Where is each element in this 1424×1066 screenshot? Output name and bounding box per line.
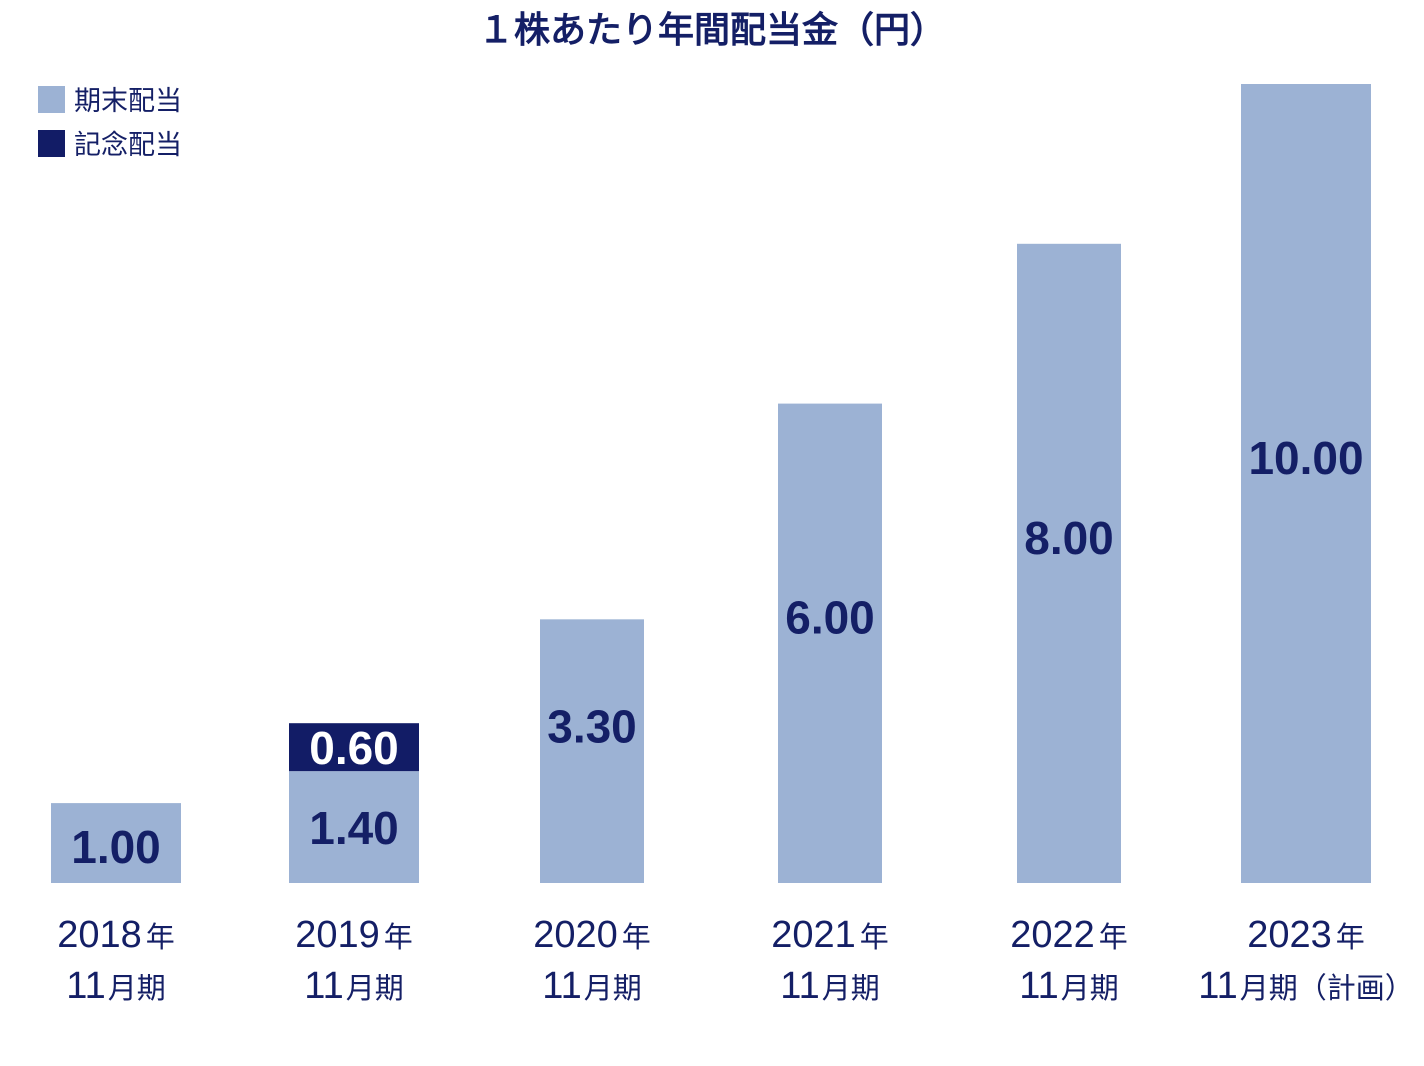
- x-tick-label-3-line1: 2021 年: [771, 914, 889, 956]
- x-tick-label-5-line2: 11月期（計画）: [1198, 965, 1413, 1007]
- bar-regular-3: [778, 403, 882, 883]
- x-tick-label-2-line2: 11月期: [542, 965, 641, 1007]
- value-label-regular-5: 10.00: [1248, 432, 1363, 484]
- value-label-regular-2: 3.30: [547, 700, 637, 752]
- bar-regular-1: [289, 771, 419, 883]
- bar-commemorative-1: [289, 723, 419, 772]
- legend-label-regular: 期末配当: [74, 86, 182, 117]
- legend-swatch-regular: [38, 86, 65, 113]
- x-tick-label-1-line1: 2019 年: [295, 914, 413, 956]
- x-tick-label-0-line1: 2018 年: [57, 914, 175, 956]
- value-label-regular-3: 6.00: [785, 592, 875, 644]
- value-label-regular-0: 1.00: [71, 821, 161, 873]
- bar-regular-4: [1017, 243, 1121, 884]
- x-tick-label-4-line2: 11月期: [1019, 965, 1118, 1007]
- value-label-regular-4: 8.00: [1024, 512, 1114, 564]
- bar-regular-2: [540, 619, 644, 883]
- bar-regular-0: [51, 803, 181, 883]
- x-axis-labels: 2018 年 11月期 2019 年 11月期 2020 年 11月期 2021 年 11月期 2022…: [57, 914, 1414, 1007]
- value-label-regular-1: 1.40: [309, 802, 399, 854]
- bars-group: [51, 84, 1371, 884]
- x-tick-label-5-line1: 2023 年: [1247, 914, 1365, 956]
- chart-title: １株あたり年間配当金（円）: [478, 9, 946, 51]
- x-tick-label-2-line1: 2020 年: [533, 914, 651, 956]
- bar-regular-5: [1241, 84, 1371, 883]
- value-labels-group: 1.00 1.40 0.60 3.30 6.00 8.00 10.00: [71, 432, 1363, 873]
- legend: 期末配当 記念配当: [38, 86, 182, 161]
- legend-label-commemorative: 記念配当: [74, 130, 182, 161]
- value-label-commemorative-1: 0.60: [309, 722, 399, 774]
- x-tick-label-3-line2: 11月期: [780, 965, 879, 1007]
- x-tick-label-1-line2: 11月期: [304, 965, 403, 1007]
- legend-swatch-commemorative: [38, 130, 65, 157]
- x-tick-label-4-line1: 2022 年: [1010, 914, 1128, 956]
- x-tick-label-0-line2: 11月期: [66, 965, 165, 1007]
